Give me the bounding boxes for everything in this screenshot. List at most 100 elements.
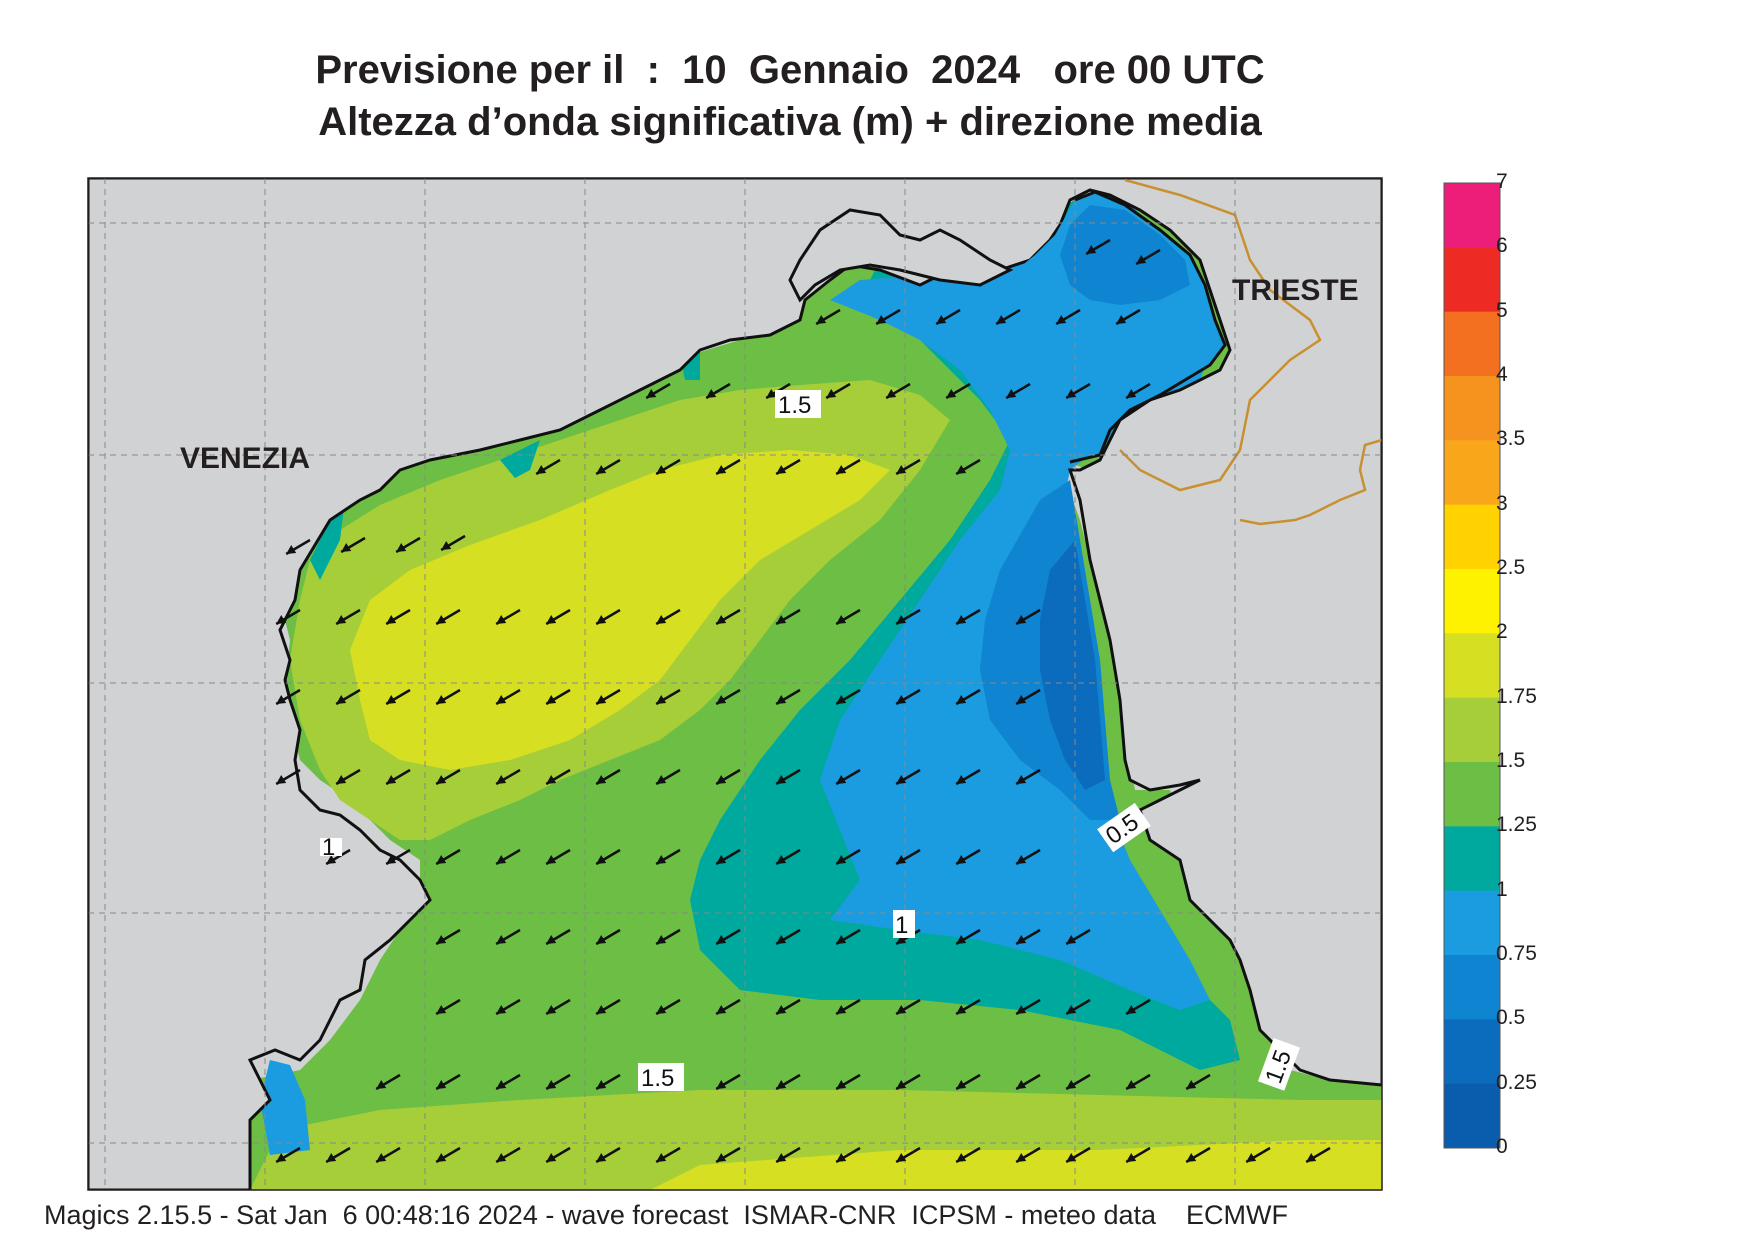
- direction-arrow: [715, 1073, 741, 1091]
- direction-arrow: [895, 998, 921, 1016]
- coastal-band: [500, 440, 540, 478]
- direction-arrow: [1305, 1146, 1331, 1164]
- legend-level-label: 5: [1496, 298, 1508, 322]
- direction-arrow: [335, 608, 361, 626]
- direction-arrow: [655, 848, 681, 866]
- legend-swatch: [1444, 247, 1500, 313]
- direction-arrow: [715, 768, 741, 786]
- direction-arrow: [655, 768, 681, 786]
- direction-arrow: [1065, 928, 1091, 946]
- direction-arrow: [595, 928, 621, 946]
- direction-arrow: [825, 382, 851, 400]
- legend-level-label: 0.25: [1496, 1070, 1537, 1094]
- direction-arrow: [715, 848, 741, 866]
- direction-arrow: [715, 998, 741, 1016]
- direction-arrows: [275, 238, 1331, 1164]
- direction-arrow: [895, 608, 921, 626]
- direction-arrow: [655, 458, 681, 476]
- direction-arrow: [885, 382, 911, 400]
- direction-arrow: [495, 1146, 521, 1164]
- legend-frame: [1443, 182, 1501, 1149]
- direction-arrow: [835, 458, 861, 476]
- direction-arrow: [895, 688, 921, 706]
- direction-arrow: [955, 1073, 981, 1091]
- direction-arrow: [325, 848, 351, 866]
- legend-swatch: [1444, 311, 1500, 377]
- direction-arrow: [435, 768, 461, 786]
- direction-arrow: [1085, 238, 1111, 256]
- direction-arrow: [955, 928, 981, 946]
- direction-arrow: [895, 768, 921, 786]
- coastline-west: [88, 178, 1382, 1190]
- direction-arrow: [715, 928, 741, 946]
- direction-arrow: [955, 688, 981, 706]
- direction-arrow: [1065, 1146, 1091, 1164]
- direction-arrow: [595, 998, 621, 1016]
- direction-arrow: [1185, 1146, 1211, 1164]
- map-frame: [87, 177, 1383, 1191]
- direction-arrow: [655, 688, 681, 706]
- direction-arrow: [895, 1073, 921, 1091]
- legend-swatch: [1444, 826, 1500, 892]
- direction-arrow: [545, 998, 571, 1016]
- direction-arrow: [715, 608, 741, 626]
- direction-arrow: [1125, 998, 1151, 1016]
- direction-arrow: [495, 608, 521, 626]
- direction-arrow: [1245, 1146, 1271, 1164]
- border-line: [1119, 178, 1322, 492]
- direction-arrow: [595, 608, 621, 626]
- city-label-trieste: TRIESTE: [1232, 274, 1359, 307]
- direction-arrow: [545, 848, 571, 866]
- direction-arrow: [1015, 1146, 1041, 1164]
- direction-arrow: [935, 308, 961, 326]
- direction-arrow: [835, 688, 861, 706]
- trieste-gulf-deep: [1060, 205, 1190, 305]
- direction-arrow: [835, 928, 861, 946]
- direction-arrow: [325, 1146, 351, 1164]
- direction-arrow: [385, 848, 411, 866]
- direction-arrow: [435, 608, 461, 626]
- direction-arrow: [545, 768, 571, 786]
- direction-arrow: [340, 536, 366, 554]
- direction-arrow: [435, 688, 461, 706]
- legend-level-label: 0.75: [1496, 942, 1537, 965]
- direction-arrow: [775, 848, 801, 866]
- direction-arrow: [775, 928, 801, 946]
- legend-level-label: 1.25: [1496, 813, 1537, 837]
- direction-arrow: [1005, 382, 1031, 400]
- direction-arrow: [1015, 1073, 1041, 1091]
- legend-level-label: 1.75: [1496, 684, 1537, 708]
- direction-arrow: [955, 1146, 981, 1164]
- direction-arrow: [440, 534, 466, 552]
- legend-level-label: 2: [1496, 620, 1508, 644]
- coastal-band: [310, 500, 345, 580]
- direction-arrow: [595, 848, 621, 866]
- direction-arrow: [945, 382, 971, 400]
- direction-arrow: [715, 458, 741, 476]
- legend-level-label: 0.5: [1496, 1006, 1526, 1030]
- direction-arrow: [435, 998, 461, 1016]
- direction-arrow: [955, 608, 981, 626]
- direction-arrow: [1065, 1073, 1091, 1091]
- direction-arrow: [545, 928, 571, 946]
- direction-arrow: [955, 848, 981, 866]
- legend-swatch: [1444, 440, 1500, 506]
- legend-swatch: [1444, 955, 1500, 1020]
- direction-arrow: [1065, 382, 1091, 400]
- direction-arrow: [775, 608, 801, 626]
- direction-arrow: [395, 536, 421, 554]
- direction-arrow: [535, 458, 561, 476]
- direction-arrow: [655, 1146, 681, 1164]
- contour-label: 1.5: [778, 392, 811, 419]
- direction-arrow: [815, 308, 841, 326]
- direction-arrow: [435, 928, 461, 946]
- direction-arrow: [1015, 688, 1041, 706]
- direction-arrow: [895, 458, 921, 476]
- contour-label: 1: [895, 912, 908, 939]
- trieste-coastline: [1069, 190, 1227, 464]
- graticule: [88, 178, 1382, 1190]
- direction-arrow: [595, 1073, 621, 1091]
- direction-arrow: [955, 768, 981, 786]
- border-line-2: [1239, 438, 1382, 526]
- direction-arrow: [275, 608, 301, 626]
